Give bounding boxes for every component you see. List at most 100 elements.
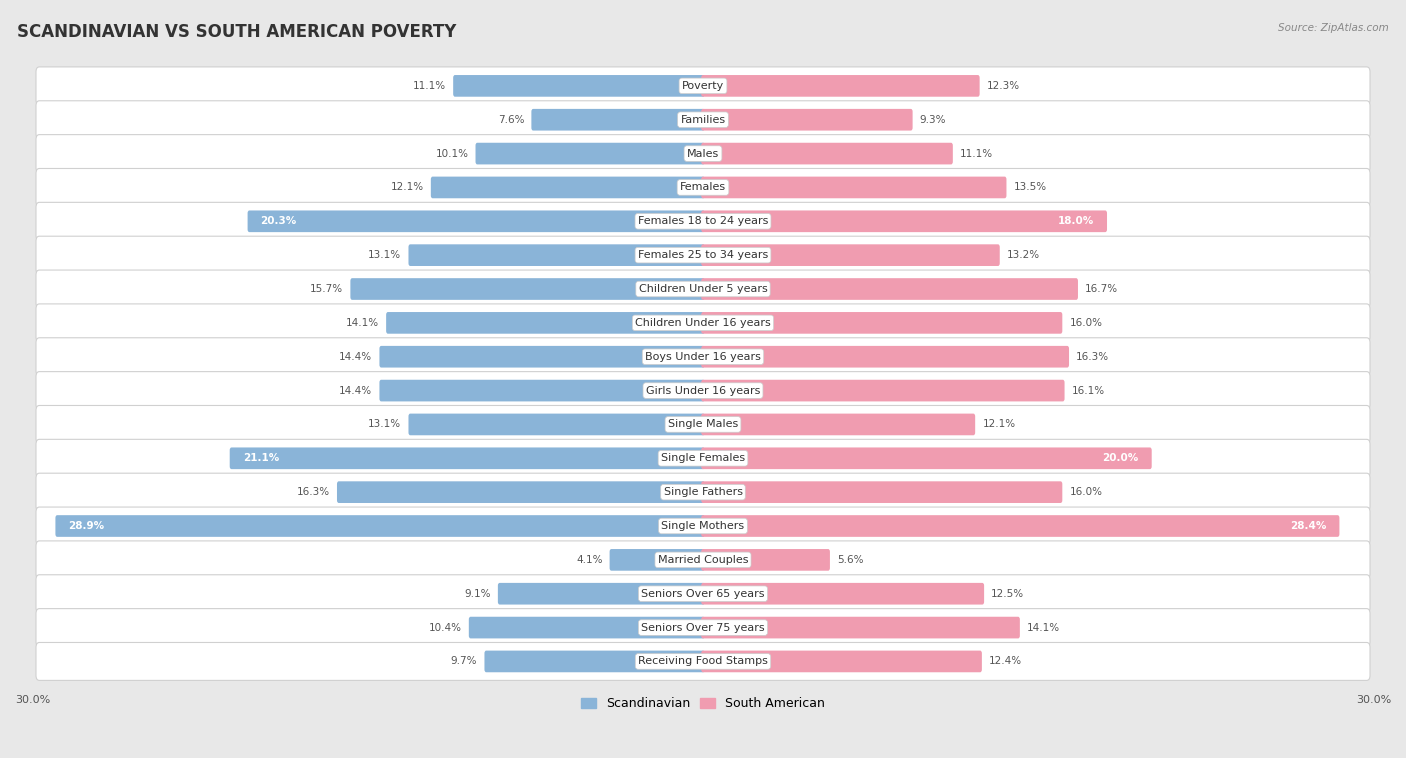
Text: Seniors Over 75 years: Seniors Over 75 years bbox=[641, 622, 765, 633]
Text: 13.5%: 13.5% bbox=[1014, 183, 1046, 193]
FancyBboxPatch shape bbox=[37, 168, 1369, 206]
FancyBboxPatch shape bbox=[485, 650, 704, 672]
Text: 12.3%: 12.3% bbox=[987, 81, 1019, 91]
Text: 11.1%: 11.1% bbox=[413, 81, 446, 91]
Legend: Scandinavian, South American: Scandinavian, South American bbox=[576, 692, 830, 715]
Text: 12.1%: 12.1% bbox=[391, 183, 423, 193]
Text: Females: Females bbox=[681, 183, 725, 193]
FancyBboxPatch shape bbox=[702, 481, 1063, 503]
FancyBboxPatch shape bbox=[430, 177, 704, 199]
FancyBboxPatch shape bbox=[337, 481, 704, 503]
FancyBboxPatch shape bbox=[531, 109, 704, 130]
Text: 4.1%: 4.1% bbox=[576, 555, 602, 565]
FancyBboxPatch shape bbox=[37, 135, 1369, 173]
Text: Receiving Food Stamps: Receiving Food Stamps bbox=[638, 656, 768, 666]
Text: 28.4%: 28.4% bbox=[1291, 521, 1326, 531]
Text: 10.4%: 10.4% bbox=[429, 622, 461, 633]
Text: 28.9%: 28.9% bbox=[69, 521, 104, 531]
Text: 20.3%: 20.3% bbox=[260, 216, 297, 227]
Text: Seniors Over 65 years: Seniors Over 65 years bbox=[641, 589, 765, 599]
FancyBboxPatch shape bbox=[702, 617, 1019, 638]
FancyBboxPatch shape bbox=[37, 101, 1369, 139]
FancyBboxPatch shape bbox=[380, 346, 704, 368]
FancyBboxPatch shape bbox=[380, 380, 704, 402]
FancyBboxPatch shape bbox=[37, 67, 1369, 105]
FancyBboxPatch shape bbox=[409, 414, 704, 435]
Text: 14.4%: 14.4% bbox=[339, 352, 373, 362]
FancyBboxPatch shape bbox=[37, 440, 1369, 478]
FancyBboxPatch shape bbox=[387, 312, 704, 334]
FancyBboxPatch shape bbox=[702, 515, 1340, 537]
FancyBboxPatch shape bbox=[350, 278, 704, 300]
FancyBboxPatch shape bbox=[37, 609, 1369, 647]
Text: Females 18 to 24 years: Females 18 to 24 years bbox=[638, 216, 768, 227]
Text: 16.0%: 16.0% bbox=[1070, 487, 1102, 497]
Text: 14.4%: 14.4% bbox=[339, 386, 373, 396]
Text: Children Under 16 years: Children Under 16 years bbox=[636, 318, 770, 328]
FancyBboxPatch shape bbox=[702, 143, 953, 164]
FancyBboxPatch shape bbox=[37, 473, 1369, 511]
Text: 18.0%: 18.0% bbox=[1057, 216, 1094, 227]
FancyBboxPatch shape bbox=[702, 346, 1069, 368]
FancyBboxPatch shape bbox=[702, 278, 1078, 300]
Text: 16.3%: 16.3% bbox=[297, 487, 330, 497]
Text: 9.3%: 9.3% bbox=[920, 114, 946, 125]
FancyBboxPatch shape bbox=[37, 304, 1369, 342]
Text: Single Fathers: Single Fathers bbox=[664, 487, 742, 497]
Text: 16.1%: 16.1% bbox=[1071, 386, 1105, 396]
Text: 15.7%: 15.7% bbox=[311, 284, 343, 294]
Text: 12.4%: 12.4% bbox=[988, 656, 1022, 666]
FancyBboxPatch shape bbox=[55, 515, 704, 537]
FancyBboxPatch shape bbox=[610, 549, 704, 571]
Text: Single Males: Single Males bbox=[668, 419, 738, 430]
FancyBboxPatch shape bbox=[37, 541, 1369, 579]
Text: Single Females: Single Females bbox=[661, 453, 745, 463]
FancyBboxPatch shape bbox=[702, 244, 1000, 266]
Text: 14.1%: 14.1% bbox=[1026, 622, 1060, 633]
FancyBboxPatch shape bbox=[37, 270, 1369, 308]
Text: Poverty: Poverty bbox=[682, 81, 724, 91]
Text: Families: Families bbox=[681, 114, 725, 125]
Text: Girls Under 16 years: Girls Under 16 years bbox=[645, 386, 761, 396]
FancyBboxPatch shape bbox=[702, 650, 981, 672]
FancyBboxPatch shape bbox=[702, 583, 984, 605]
Text: SCANDINAVIAN VS SOUTH AMERICAN POVERTY: SCANDINAVIAN VS SOUTH AMERICAN POVERTY bbox=[17, 23, 456, 41]
FancyBboxPatch shape bbox=[37, 202, 1369, 240]
Text: 13.1%: 13.1% bbox=[368, 250, 401, 260]
FancyBboxPatch shape bbox=[498, 583, 704, 605]
FancyBboxPatch shape bbox=[247, 211, 704, 232]
Text: 10.1%: 10.1% bbox=[436, 149, 468, 158]
FancyBboxPatch shape bbox=[37, 643, 1369, 681]
Text: 14.1%: 14.1% bbox=[346, 318, 380, 328]
FancyBboxPatch shape bbox=[702, 549, 830, 571]
Text: Boys Under 16 years: Boys Under 16 years bbox=[645, 352, 761, 362]
Text: 21.1%: 21.1% bbox=[243, 453, 278, 463]
Text: 7.6%: 7.6% bbox=[498, 114, 524, 125]
Text: 13.2%: 13.2% bbox=[1007, 250, 1040, 260]
FancyBboxPatch shape bbox=[702, 312, 1063, 334]
FancyBboxPatch shape bbox=[702, 414, 976, 435]
Text: 9.1%: 9.1% bbox=[464, 589, 491, 599]
Text: Single Mothers: Single Mothers bbox=[661, 521, 745, 531]
Text: Children Under 5 years: Children Under 5 years bbox=[638, 284, 768, 294]
Text: 16.7%: 16.7% bbox=[1085, 284, 1118, 294]
FancyBboxPatch shape bbox=[229, 447, 704, 469]
FancyBboxPatch shape bbox=[37, 406, 1369, 443]
Text: 9.7%: 9.7% bbox=[451, 656, 477, 666]
FancyBboxPatch shape bbox=[702, 75, 980, 97]
Text: 16.3%: 16.3% bbox=[1076, 352, 1109, 362]
FancyBboxPatch shape bbox=[475, 143, 704, 164]
Text: 13.1%: 13.1% bbox=[368, 419, 401, 430]
Text: Males: Males bbox=[688, 149, 718, 158]
FancyBboxPatch shape bbox=[37, 338, 1369, 376]
FancyBboxPatch shape bbox=[453, 75, 704, 97]
Text: 20.0%: 20.0% bbox=[1102, 453, 1139, 463]
FancyBboxPatch shape bbox=[702, 177, 1007, 199]
FancyBboxPatch shape bbox=[702, 380, 1064, 402]
FancyBboxPatch shape bbox=[37, 236, 1369, 274]
Text: 12.1%: 12.1% bbox=[983, 419, 1015, 430]
Text: Married Couples: Married Couples bbox=[658, 555, 748, 565]
Text: 5.6%: 5.6% bbox=[837, 555, 863, 565]
FancyBboxPatch shape bbox=[468, 617, 704, 638]
FancyBboxPatch shape bbox=[702, 211, 1107, 232]
